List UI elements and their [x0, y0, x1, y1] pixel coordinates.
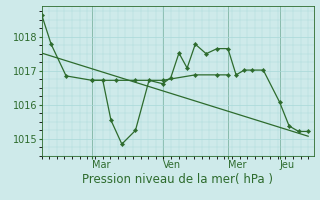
X-axis label: Pression niveau de la mer( hPa ): Pression niveau de la mer( hPa ) [82, 173, 273, 186]
